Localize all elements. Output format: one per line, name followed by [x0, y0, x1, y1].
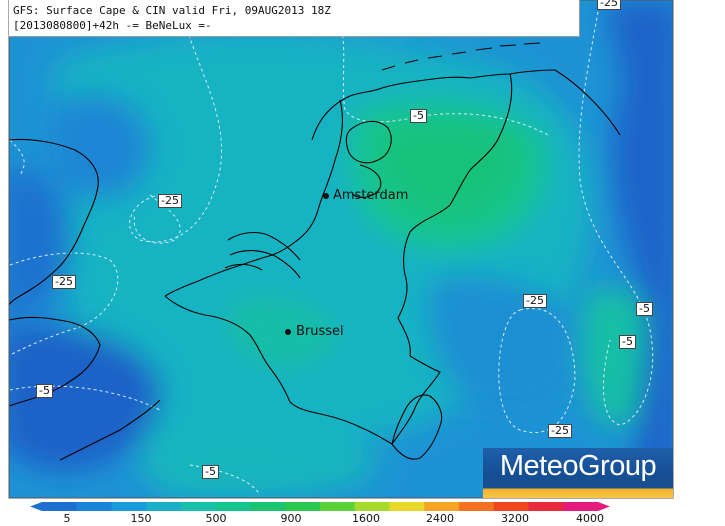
contour-label: -5 — [410, 109, 427, 123]
colorbar-segment — [424, 502, 460, 511]
colorbar-label: 150 — [130, 512, 152, 525]
colorbar-segment — [146, 502, 182, 511]
colorbar-arrow-left — [30, 502, 42, 511]
colorbar-segment — [285, 502, 321, 511]
brussel-marker — [285, 329, 291, 335]
contour-label: -25 — [523, 294, 547, 308]
colorbar-label: 1600 — [352, 512, 380, 525]
colorbar-label: 500 — [205, 512, 227, 525]
colorbar — [30, 502, 610, 511]
map-header: GFS: Surface Cape & CIN valid Fri, 09AUG… — [9, 0, 580, 37]
colorbar-segment — [389, 502, 425, 511]
colorbar-arrow-right — [598, 502, 610, 511]
colorbar-segment — [320, 502, 356, 511]
colorbar-segment — [181, 502, 217, 511]
logo-text: MeteoGroup — [499, 450, 657, 482]
colorbar-segment — [250, 502, 286, 511]
colorbar-label: 900 — [280, 512, 302, 525]
contour-label: -25 — [548, 424, 572, 438]
contour-label: -25 — [597, 0, 621, 10]
colorbar-label: 2400 — [426, 512, 454, 525]
colorbar-segment — [215, 502, 251, 511]
colorbar-label: 4000 — [576, 512, 604, 525]
meteogroup-logo: MeteoGroup — [483, 448, 673, 498]
contour-label: -5 — [619, 335, 636, 349]
city-label-brussel: Brussel — [296, 324, 344, 339]
colorbar-segment — [528, 502, 564, 511]
colorbar-segment — [459, 502, 495, 511]
colorbar-segment — [354, 502, 390, 511]
colorbar-label: 3200 — [501, 512, 529, 525]
colorbar-segment — [563, 502, 599, 511]
contour-label: -5 — [36, 384, 53, 398]
header-title: GFS: Surface Cape & CIN valid Fri, 09AUG… — [13, 4, 331, 17]
colorbar-segment — [493, 502, 529, 511]
contour-label: -25 — [158, 194, 182, 208]
colorbar-segment — [42, 502, 78, 511]
colorbar-label: 5 — [63, 512, 71, 525]
header-subtitle: [2013080800]+42h -= BeNeLux =- — [13, 19, 212, 32]
map-frame — [8, 0, 674, 499]
contour-label: -5 — [636, 302, 653, 316]
city-label-amsterdam: Amsterdam — [333, 188, 409, 203]
cape-field — [9, 0, 673, 498]
cin-contours — [9, 0, 654, 496]
colorbar-segment — [111, 502, 147, 511]
contour-label: -5 — [202, 465, 219, 479]
colorbar-segment — [76, 502, 112, 511]
contour-label: -25 — [52, 275, 76, 289]
amsterdam-marker — [323, 193, 329, 199]
coastlines-borders — [9, 42, 621, 461]
